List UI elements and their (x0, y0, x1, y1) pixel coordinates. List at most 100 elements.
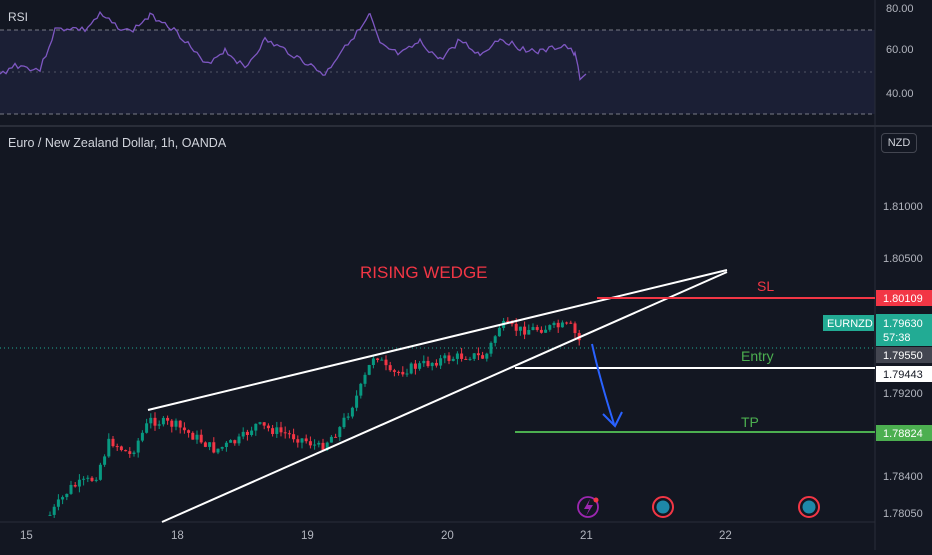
candle-body (208, 442, 212, 447)
candle-body (569, 322, 573, 324)
down-arrow (591, 343, 615, 425)
entry-price-text: 1.79443 (883, 369, 923, 381)
candle-body (523, 326, 527, 335)
candle-body (430, 362, 434, 367)
candle-body (447, 355, 451, 361)
economic-event-icon-2[interactable] (798, 496, 820, 518)
candle-body (573, 323, 577, 334)
candle-body (73, 484, 77, 487)
candle-body (531, 327, 535, 330)
symbol-title: Euro / New Zealand Dollar, 1h, OANDA (8, 136, 227, 150)
current-price-tag (876, 347, 932, 363)
sl-price-text: 1.80109 (883, 293, 923, 305)
x-tick-18: 18 (171, 530, 184, 542)
tp-label: TP (741, 414, 759, 430)
last-price-tag (876, 314, 932, 346)
candle-body (350, 407, 354, 417)
candle-body (359, 383, 363, 396)
candle-body (178, 420, 182, 428)
candle-body (271, 428, 275, 434)
rsi-line (0, 10, 587, 81)
candle-body (149, 417, 153, 424)
candle-body (489, 342, 493, 354)
candle-body (115, 446, 119, 448)
candle-body (376, 358, 380, 360)
rsi-band (0, 30, 875, 114)
candle-body (464, 358, 468, 360)
candle-body (153, 417, 157, 426)
candle-body (304, 438, 308, 442)
candle-body (392, 370, 396, 372)
candles (48, 317, 581, 518)
candle-body (262, 422, 266, 426)
candle-body (86, 477, 90, 479)
candle-body (237, 436, 241, 444)
candle-body (187, 430, 191, 433)
last-price-text: 1.79630 (883, 318, 923, 330)
wedge-upper-line[interactable] (147, 269, 728, 411)
candle-body (203, 442, 207, 447)
candle-body (216, 448, 220, 453)
y-tick-178400: 1.78400 (883, 471, 923, 483)
lightning-event-icon[interactable] (577, 496, 599, 518)
candle-body (334, 436, 338, 438)
current-price-text: 1.79550 (883, 350, 923, 362)
economic-event-icon[interactable] (652, 496, 674, 518)
candle-body (426, 360, 430, 367)
candle-body (224, 442, 228, 448)
rsi-tick-60: 60.00 (886, 44, 914, 56)
candle-body (556, 322, 560, 328)
candle-body (371, 358, 375, 365)
candle-body (506, 320, 510, 322)
candle-body (119, 446, 123, 451)
currency-button[interactable]: NZD (881, 133, 917, 153)
candle-body (527, 329, 531, 335)
candle-body (296, 439, 300, 443)
candle-body (472, 353, 476, 359)
candle-body (136, 440, 140, 453)
candle-body (77, 479, 81, 487)
x-tick-20: 20 (441, 530, 454, 542)
tp-price-text: 1.78824 (883, 428, 923, 440)
candle-body (497, 327, 501, 337)
sl-label: SL (757, 278, 774, 294)
candle-body (266, 425, 270, 429)
candle-body (565, 322, 569, 324)
countdown-text: 57:38 (883, 332, 911, 344)
candle-body (355, 395, 359, 408)
candle-body (279, 427, 283, 433)
candle-body (493, 336, 497, 343)
x-tick-21: 21 (580, 530, 593, 542)
candle-body (212, 442, 216, 453)
candle-body (145, 423, 149, 433)
candle-body (418, 363, 422, 369)
candle-body (174, 420, 178, 427)
candle-body (128, 451, 132, 454)
candle-body (329, 436, 333, 443)
candle-body (413, 363, 417, 369)
candle-body (56, 499, 60, 507)
candle-body (195, 434, 199, 440)
wedge-lower-line[interactable] (161, 271, 728, 523)
candle-body (124, 450, 128, 452)
candle-body (199, 434, 203, 443)
candle-body (90, 477, 94, 481)
candle-body (443, 355, 447, 359)
candle-body (48, 514, 52, 516)
candle-body (166, 417, 170, 421)
candle-body (321, 442, 325, 450)
candle-body (313, 444, 317, 446)
candle-body (481, 355, 485, 359)
y-tick-181000: 1.81000 (883, 201, 923, 213)
candle-body (98, 464, 102, 480)
candle-body (229, 440, 233, 443)
symbol-tag-text: EURNZD (827, 318, 873, 330)
candle-body (388, 365, 392, 371)
candle-body (182, 427, 186, 431)
candle-body (434, 362, 438, 366)
rsi-tick-40: 40.00 (886, 88, 914, 100)
candle-body (241, 431, 245, 437)
candle-body (342, 417, 346, 428)
